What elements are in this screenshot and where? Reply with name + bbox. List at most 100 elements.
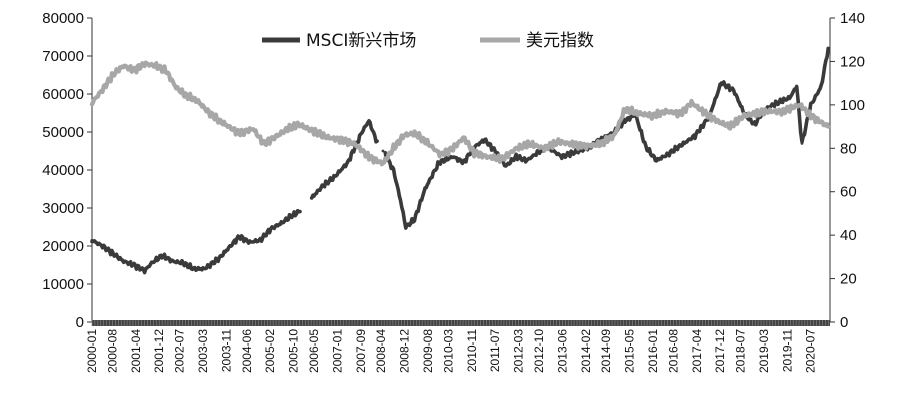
data-point	[613, 133, 616, 137]
data-point	[791, 105, 795, 109]
data-point	[227, 125, 231, 128]
series-line	[90, 46, 830, 275]
data-point	[374, 138, 378, 142]
data-point	[237, 131, 241, 135]
data-point	[322, 183, 325, 187]
data-point	[360, 130, 364, 134]
data-point	[269, 227, 273, 231]
data-point	[542, 146, 546, 150]
data-point	[227, 246, 231, 250]
data-point	[486, 155, 490, 159]
data-point	[153, 64, 157, 68]
x-tick-label: 2010-03	[441, 329, 455, 373]
data-point	[132, 263, 136, 267]
x-axis-band	[92, 320, 830, 326]
data-point	[570, 142, 574, 146]
data-point	[462, 161, 465, 164]
x-tick-label: 2004-06	[240, 329, 254, 373]
x-tick-label: 2016-08	[666, 329, 680, 373]
data-point	[381, 162, 385, 165]
y-left-tick-label: 80000	[42, 10, 84, 27]
data-point	[90, 238, 94, 242]
data-point	[262, 142, 266, 146]
x-tick-label: 2014-02	[579, 329, 593, 373]
x-tick-label: 2007-09	[354, 329, 368, 373]
x-tick-label: 2020-07	[804, 329, 818, 373]
data-point	[297, 123, 301, 126]
data-point	[248, 240, 252, 244]
x-tick-label: 2002-07	[173, 329, 187, 373]
data-point	[143, 269, 147, 273]
y-right-tick-label: 100	[840, 97, 865, 114]
data-point	[132, 68, 136, 72]
data-point	[353, 142, 357, 146]
legend-label-msci: MSCI新兴市场	[306, 31, 416, 51]
y-left-tick-label: 30000	[42, 200, 84, 217]
x-tick-label: 2005-10	[287, 329, 301, 373]
x-tick-label: 2000-01	[85, 329, 99, 373]
data-point	[819, 120, 823, 124]
data-point	[528, 142, 532, 146]
data-point	[437, 161, 441, 164]
data-point	[819, 85, 823, 88]
data-point	[381, 149, 385, 153]
data-point	[560, 155, 564, 159]
data-point	[101, 244, 104, 248]
data-point	[798, 103, 802, 107]
data-point	[665, 153, 669, 157]
data-point	[483, 138, 487, 142]
data-point	[439, 153, 443, 157]
x-tick-label: 2013-06	[555, 329, 569, 373]
data-point	[423, 187, 427, 191]
x-tick-label: 2003-03	[196, 329, 210, 373]
data-point	[90, 101, 94, 105]
y-right-tick-label: 80	[840, 140, 857, 157]
data-point	[753, 123, 756, 126]
data-point	[525, 159, 529, 162]
x-tick-label: 2000-08	[106, 329, 120, 373]
data-point	[346, 161, 350, 164]
data-point	[788, 96, 792, 100]
data-point	[535, 151, 539, 155]
data-point	[311, 129, 315, 133]
y-right-tick-label: 40	[840, 227, 857, 244]
x-tick-label: 2008-12	[398, 329, 412, 373]
data-point	[514, 155, 518, 159]
data-point	[451, 146, 455, 150]
data-point	[655, 159, 658, 162]
data-point	[258, 238, 262, 242]
data-point	[404, 225, 408, 229]
data-point	[584, 144, 588, 148]
y-left-tick-label: 60000	[42, 86, 84, 103]
y-left-tick-label: 0	[76, 314, 84, 331]
data-point	[290, 214, 294, 218]
data-point	[332, 176, 336, 180]
data-point	[111, 252, 115, 256]
data-point	[150, 261, 154, 265]
data-point	[279, 221, 283, 225]
series-msci-em	[90, 46, 830, 275]
data-point	[679, 143, 683, 147]
x-tick-label: 2017-04	[690, 329, 704, 373]
data-point	[718, 120, 721, 124]
data-point	[556, 140, 560, 144]
x-tick-label: 2019-11	[780, 329, 794, 372]
data-point	[251, 127, 255, 131]
data-point	[111, 73, 115, 76]
data-point	[286, 127, 290, 131]
x-tick-label: 2008-04	[374, 329, 388, 373]
data-point	[767, 110, 770, 113]
x-tick-label: 2003-11	[219, 329, 233, 372]
data-point	[122, 259, 125, 263]
data-point	[693, 134, 697, 138]
data-point	[623, 107, 627, 111]
x-tick-label: 2009-08	[421, 329, 435, 373]
data-point	[795, 85, 799, 88]
data-point	[826, 47, 830, 50]
x-tick-label: 2005-02	[263, 329, 277, 373]
data-point	[500, 157, 504, 161]
y-right-tick-label: 20	[840, 271, 857, 288]
series-line	[89, 60, 831, 167]
data-point	[427, 142, 430, 146]
data-point	[216, 118, 220, 122]
